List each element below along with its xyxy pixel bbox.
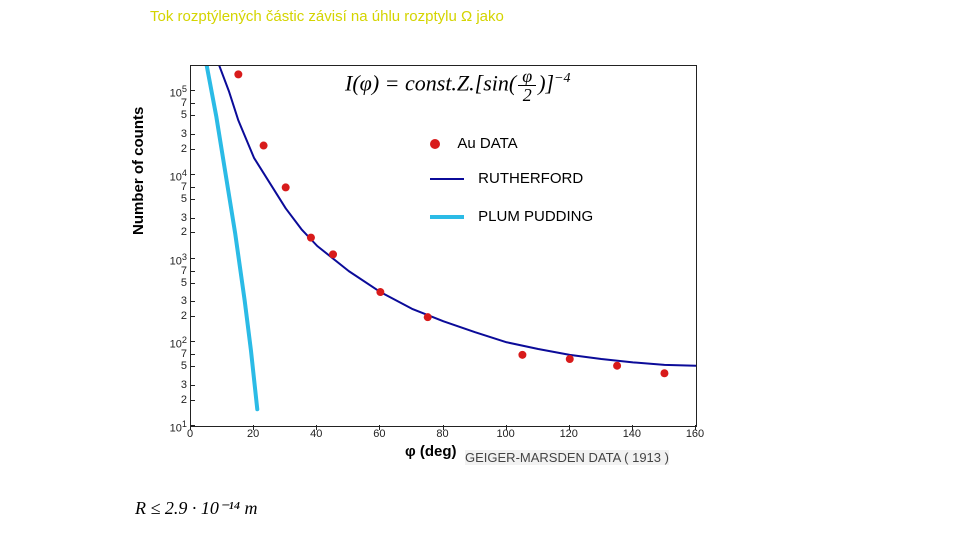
formula: I(φ) = const.Z.[sin(φ2)]−4 [345,67,571,104]
legend-rutherford-label: RUTHERFORD [478,170,583,187]
chart: Number of counts φ (deg) 020406080100120… [135,55,715,465]
legend-au-label: Au DATA [457,135,517,152]
geiger-caption: GEIGER-MARSDEN DATA ( 1913 ) [465,450,669,465]
legend-plum: PLUM PUDDING [430,208,593,225]
plum-line-icon [430,215,464,219]
legend-plum-label: PLUM PUDDING [478,208,593,225]
legend-au: Au DATA [430,135,518,152]
xlabel: φ (deg) [405,443,457,460]
legend-rutherford: RUTHERFORD [430,170,583,187]
page: Tok rozptýlených částic závisí na úhlu r… [0,0,960,540]
header-text: Tok rozptýlených částic závisí na úhlu r… [150,8,504,25]
ylabel: Number of counts [130,107,147,235]
au-marker-icon [430,139,440,149]
rutherford-line-icon [430,178,464,180]
plot-region [190,65,697,427]
plot-svg [191,66,696,426]
bottom-formula: R ≤ 2.9 · 10⁻¹⁴ m [135,498,258,519]
